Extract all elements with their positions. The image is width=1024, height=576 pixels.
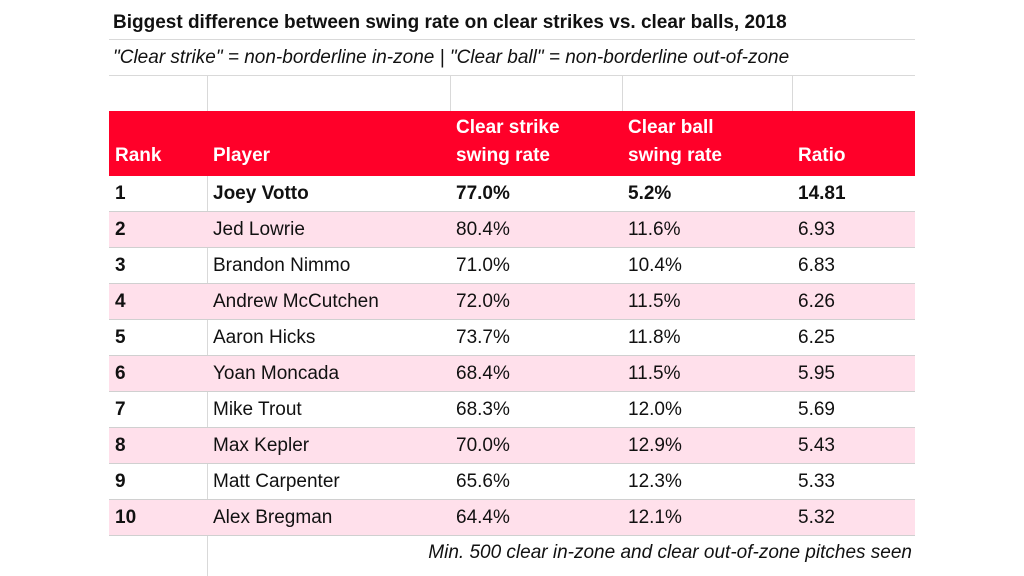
header-player: Player (213, 145, 271, 166)
strike-rate-cell: 71.0% (456, 254, 510, 276)
grid-line (109, 75, 915, 76)
ratio-cell: 5.33 (798, 470, 835, 492)
rank-cell: 1 (115, 182, 126, 204)
ratio-cell: 14.81 (798, 182, 846, 204)
rank-cell: 6 (115, 362, 126, 384)
table-row: 1 Joey Votto 77.0% 5.2% 14.81 (109, 176, 915, 212)
table-row: 4 Andrew McCutchen 72.0% 11.5% 6.26 (109, 284, 915, 320)
table-row: 10 Alex Bregman 64.4% 12.1% 5.32 (109, 500, 915, 536)
grid-line (207, 76, 208, 576)
strike-rate-cell: 65.6% (456, 470, 510, 492)
footnote: Min. 500 clear in-zone and clear out-of-… (428, 542, 912, 563)
ratio-cell: 6.26 (798, 290, 835, 312)
strike-rate-cell: 64.4% (456, 506, 510, 528)
grid-line (450, 76, 451, 111)
player-cell: Jed Lowrie (213, 218, 305, 240)
table-row: 9 Matt Carpenter 65.6% 12.3% 5.33 (109, 464, 915, 500)
strike-rate-cell: 70.0% (456, 434, 510, 456)
ball-rate-cell: 12.1% (628, 506, 682, 528)
strike-rate-cell: 77.0% (456, 182, 510, 204)
player-cell: Brandon Nimmo (213, 254, 351, 276)
header-strike-swing-rate: Clear strike swing rate (456, 117, 560, 166)
grid-line (792, 76, 793, 111)
strike-rate-cell: 80.4% (456, 218, 510, 240)
player-cell: Mike Trout (213, 398, 302, 420)
header-ratio: Ratio (798, 145, 846, 166)
player-cell: Joey Votto (213, 182, 309, 204)
ratio-cell: 6.25 (798, 326, 835, 348)
table-header-row: Rank Player Clear strike swing rate Clea… (109, 111, 915, 176)
strike-rate-cell: 73.7% (456, 326, 510, 348)
header-rank: Rank (115, 145, 162, 166)
ratio-cell: 5.32 (798, 506, 835, 528)
grid-line (109, 39, 915, 40)
page-subtitle: "Clear strike" = non-borderline in-zone … (113, 47, 790, 68)
player-cell: Max Kepler (213, 434, 310, 456)
rank-cell: 8 (115, 434, 126, 456)
table-row: 6 Yoan Moncada 68.4% 11.5% 5.95 (109, 356, 915, 392)
rank-cell: 2 (115, 218, 126, 240)
ball-rate-cell: 11.6% (628, 218, 681, 240)
ball-rate-cell: 10.4% (628, 254, 682, 276)
strike-rate-cell: 68.3% (456, 398, 510, 420)
rank-cell: 10 (115, 506, 137, 528)
ball-rate-cell: 12.0% (628, 398, 682, 420)
strike-rate-cell: 68.4% (456, 362, 510, 384)
strike-rate-cell: 72.0% (456, 290, 510, 312)
ball-rate-cell: 12.9% (628, 434, 682, 456)
table-row: 2 Jed Lowrie 80.4% 11.6% 6.93 (109, 212, 915, 248)
rank-cell: 5 (115, 326, 126, 348)
ratio-cell: 5.95 (798, 362, 835, 384)
rank-cell: 9 (115, 470, 126, 492)
player-cell: Andrew McCutchen (213, 290, 379, 312)
ratio-cell: 5.43 (798, 434, 835, 456)
ball-rate-cell: 5.2% (628, 182, 672, 204)
ball-rate-cell: 11.5% (628, 290, 681, 312)
player-cell: Alex Bregman (213, 506, 333, 528)
player-cell: Aaron Hicks (213, 326, 316, 348)
grid-line (622, 76, 623, 111)
stats-table: Rank Player Clear strike swing rate Clea… (109, 111, 915, 536)
ball-rate-cell: 12.3% (628, 470, 682, 492)
page-title: Biggest difference between swing rate on… (113, 12, 787, 33)
ball-rate-cell: 11.5% (628, 362, 681, 384)
ratio-cell: 6.93 (798, 218, 835, 240)
ratio-cell: 5.69 (798, 398, 835, 420)
ratio-cell: 6.83 (798, 254, 835, 276)
player-cell: Matt Carpenter (213, 470, 340, 492)
rank-cell: 3 (115, 254, 126, 276)
table-row: 3 Brandon Nimmo 71.0% 10.4% 6.83 (109, 248, 915, 284)
rank-cell: 7 (115, 398, 126, 420)
player-cell: Yoan Moncada (213, 362, 340, 384)
table-row: 5 Aaron Hicks 73.7% 11.8% 6.25 (109, 320, 915, 356)
table-row: 7 Mike Trout 68.3% 12.0% 5.69 (109, 392, 915, 428)
rank-cell: 4 (115, 290, 126, 312)
table-row: 8 Max Kepler 70.0% 12.9% 5.43 (109, 428, 915, 464)
ball-rate-cell: 11.8% (628, 326, 681, 348)
header-ball-swing-rate: Clear ball swing rate (628, 117, 722, 166)
